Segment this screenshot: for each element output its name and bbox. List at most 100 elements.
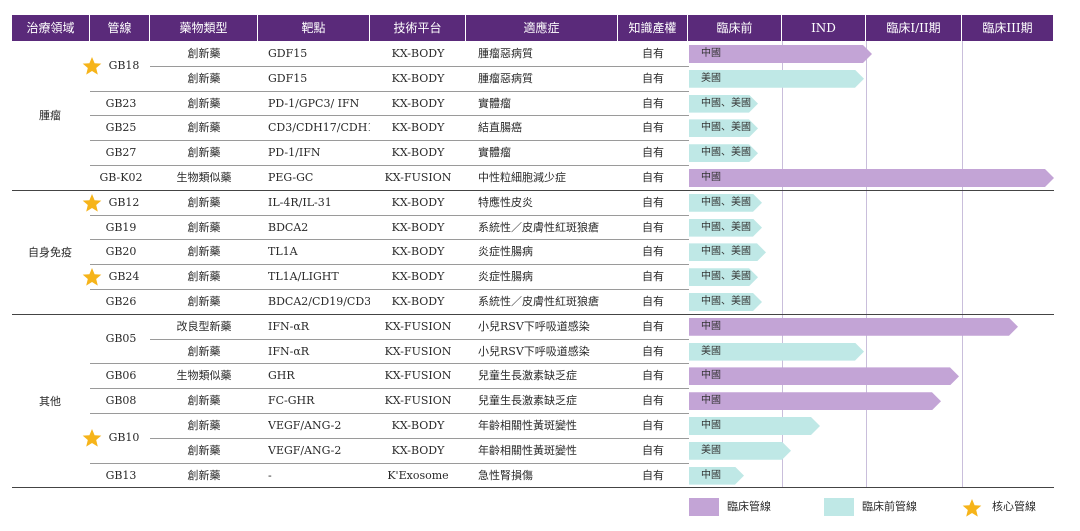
progress-arrow: 中國、美國: [689, 119, 758, 137]
progress-arrow: 中國: [689, 417, 820, 435]
row-separator: [90, 413, 689, 414]
cell-indication: 兒童生長激素缺乏症: [478, 394, 577, 408]
legend-core-label: 核心管線: [992, 500, 1036, 513]
row-separator: [90, 363, 689, 365]
cell-target: CD3/CDH17/CDH17: [268, 121, 370, 135]
stage-divider: [866, 41, 867, 488]
cell-platform: KX-BODY: [391, 146, 445, 160]
cell-indication: 小兒RSV下呼吸道感染: [478, 319, 590, 333]
stage-divider: [962, 41, 963, 488]
cell-indication: 腫瘤惡病質: [478, 47, 533, 60]
row-separator: [90, 165, 689, 166]
cell-ip: 自有: [642, 171, 664, 184]
cell-indication: 兒童生長激素缺乏症: [478, 369, 577, 383]
pipeline-name: GB24: [108, 270, 140, 284]
cell-drug-type: 創新藥: [187, 245, 221, 259]
progress-arrow: 中國、美國: [689, 268, 758, 286]
area-label-2: 其他: [39, 394, 61, 408]
cell-drug-type: 創新藥: [187, 419, 221, 432]
row-separator: [90, 289, 689, 290]
progress-arrow: 中國、美國: [689, 144, 758, 162]
core-star-icon: [82, 57, 102, 75]
progress-arrow: 中國: [689, 467, 744, 485]
header-target: 靶點: [258, 15, 370, 41]
cell-target: GHR: [268, 369, 295, 383]
cell-indication: 腫瘤惡病質: [478, 71, 533, 85]
cell-ip: 自有: [642, 295, 664, 308]
cell-indication: 系統性／皮膚性紅斑狼瘡: [478, 220, 599, 234]
legend-preclinical-swatch: [824, 498, 854, 516]
cell-indication: 小兒RSV下呼吸道感染: [478, 344, 590, 358]
cell-drug-type: 創新藥: [187, 195, 221, 209]
pipeline-name: GB18: [108, 59, 140, 73]
cell-ip: 自有: [642, 270, 664, 284]
cell-indication: 結直腸癌: [478, 121, 522, 135]
cell-platform: KX-FUSION: [384, 344, 452, 358]
row-separator: [90, 214, 689, 216]
header-phase12: 臨床I/II期: [866, 15, 962, 41]
cell-ip: 自有: [642, 47, 664, 60]
cell-platform: KX-BODY: [391, 295, 445, 308]
cell-target: VEGF/ANG-2: [268, 443, 342, 457]
cell-drug-type: 創新藥: [187, 146, 221, 160]
pipeline-name: GB19: [105, 220, 137, 234]
header-phase3: 臨床III期: [962, 15, 1054, 41]
cell-target: IFN-αR: [268, 319, 310, 333]
cell-drug-type: 創新藥: [187, 270, 221, 284]
cell-platform: KX-BODY: [391, 71, 445, 85]
cell-platform: KX-FUSION: [384, 369, 452, 383]
cell-target: BDCA2: [268, 220, 309, 234]
header-ind: IND: [782, 15, 866, 41]
stage-divider: [782, 41, 783, 488]
cell-target: IL-4R/IL-31: [268, 195, 332, 209]
legend-preclinical-label: 臨床前管線: [862, 500, 917, 513]
cell-target: GDF15: [268, 71, 308, 85]
cell-target: -: [268, 468, 272, 482]
row-separator: [150, 65, 689, 67]
cell-ip: 自有: [642, 394, 664, 408]
header-drug-type: 藥物類型: [150, 15, 258, 41]
row-separator: [90, 115, 689, 117]
cell-indication: 炎症性腸病: [478, 270, 533, 284]
cell-platform: KX-BODY: [391, 220, 445, 234]
row-separator: [90, 90, 689, 92]
cell-platform: KX-BODY: [391, 443, 445, 457]
group-separator: [12, 313, 1054, 315]
cell-target: PD-1/IFN: [268, 146, 321, 160]
cell-indication: 年齡相關性黃斑變性: [478, 443, 577, 457]
header-pipeline: 管線: [90, 15, 150, 41]
cell-target: VEGF/ANG-2: [268, 419, 342, 432]
row-separator: [90, 264, 689, 266]
row-separator: [90, 239, 689, 241]
cell-ip: 自有: [642, 146, 664, 160]
cell-target: BDCA2/CD19/CD32b: [268, 295, 370, 308]
area-label-1: 自身免疫: [28, 245, 72, 259]
group-separator: [12, 487, 1054, 489]
progress-arrow: 中國: [689, 367, 959, 385]
pipeline-name: GB25: [105, 121, 137, 135]
pipeline-name: GB20: [105, 245, 137, 259]
cell-ip: 自有: [642, 96, 664, 110]
cell-platform: KX-FUSION: [384, 394, 452, 408]
progress-arrow: 中國: [689, 45, 872, 63]
cell-indication: 實體瘤: [478, 96, 511, 110]
cell-indication: 中性粒細胞減少症: [478, 171, 566, 184]
core-star-icon: [82, 193, 102, 212]
group-separator: [12, 189, 1054, 191]
cell-drug-type: 生物類似藥: [176, 369, 232, 383]
pipeline-name: GB26: [105, 295, 137, 308]
cell-platform: KX-BODY: [391, 47, 445, 60]
cell-target: PD-1/GPC3/ IFN: [268, 96, 360, 110]
pipeline-name: GB08: [105, 394, 137, 408]
pipeline-name: GB06: [105, 369, 137, 383]
cell-drug-type: 創新藥: [187, 96, 221, 110]
header-ip: 知識產權: [618, 15, 688, 41]
cell-ip: 自有: [642, 419, 664, 432]
cell-ip: 自有: [642, 195, 664, 209]
cell-platform: KX-BODY: [391, 121, 445, 135]
pipeline-name: GB-K02: [99, 171, 143, 184]
core-star-icon: [82, 429, 102, 447]
cell-platform: KX-BODY: [391, 195, 445, 209]
cell-drug-type: 改良型新藥: [176, 319, 232, 333]
cell-indication: 年齡相關性黃斑變性: [478, 419, 577, 432]
